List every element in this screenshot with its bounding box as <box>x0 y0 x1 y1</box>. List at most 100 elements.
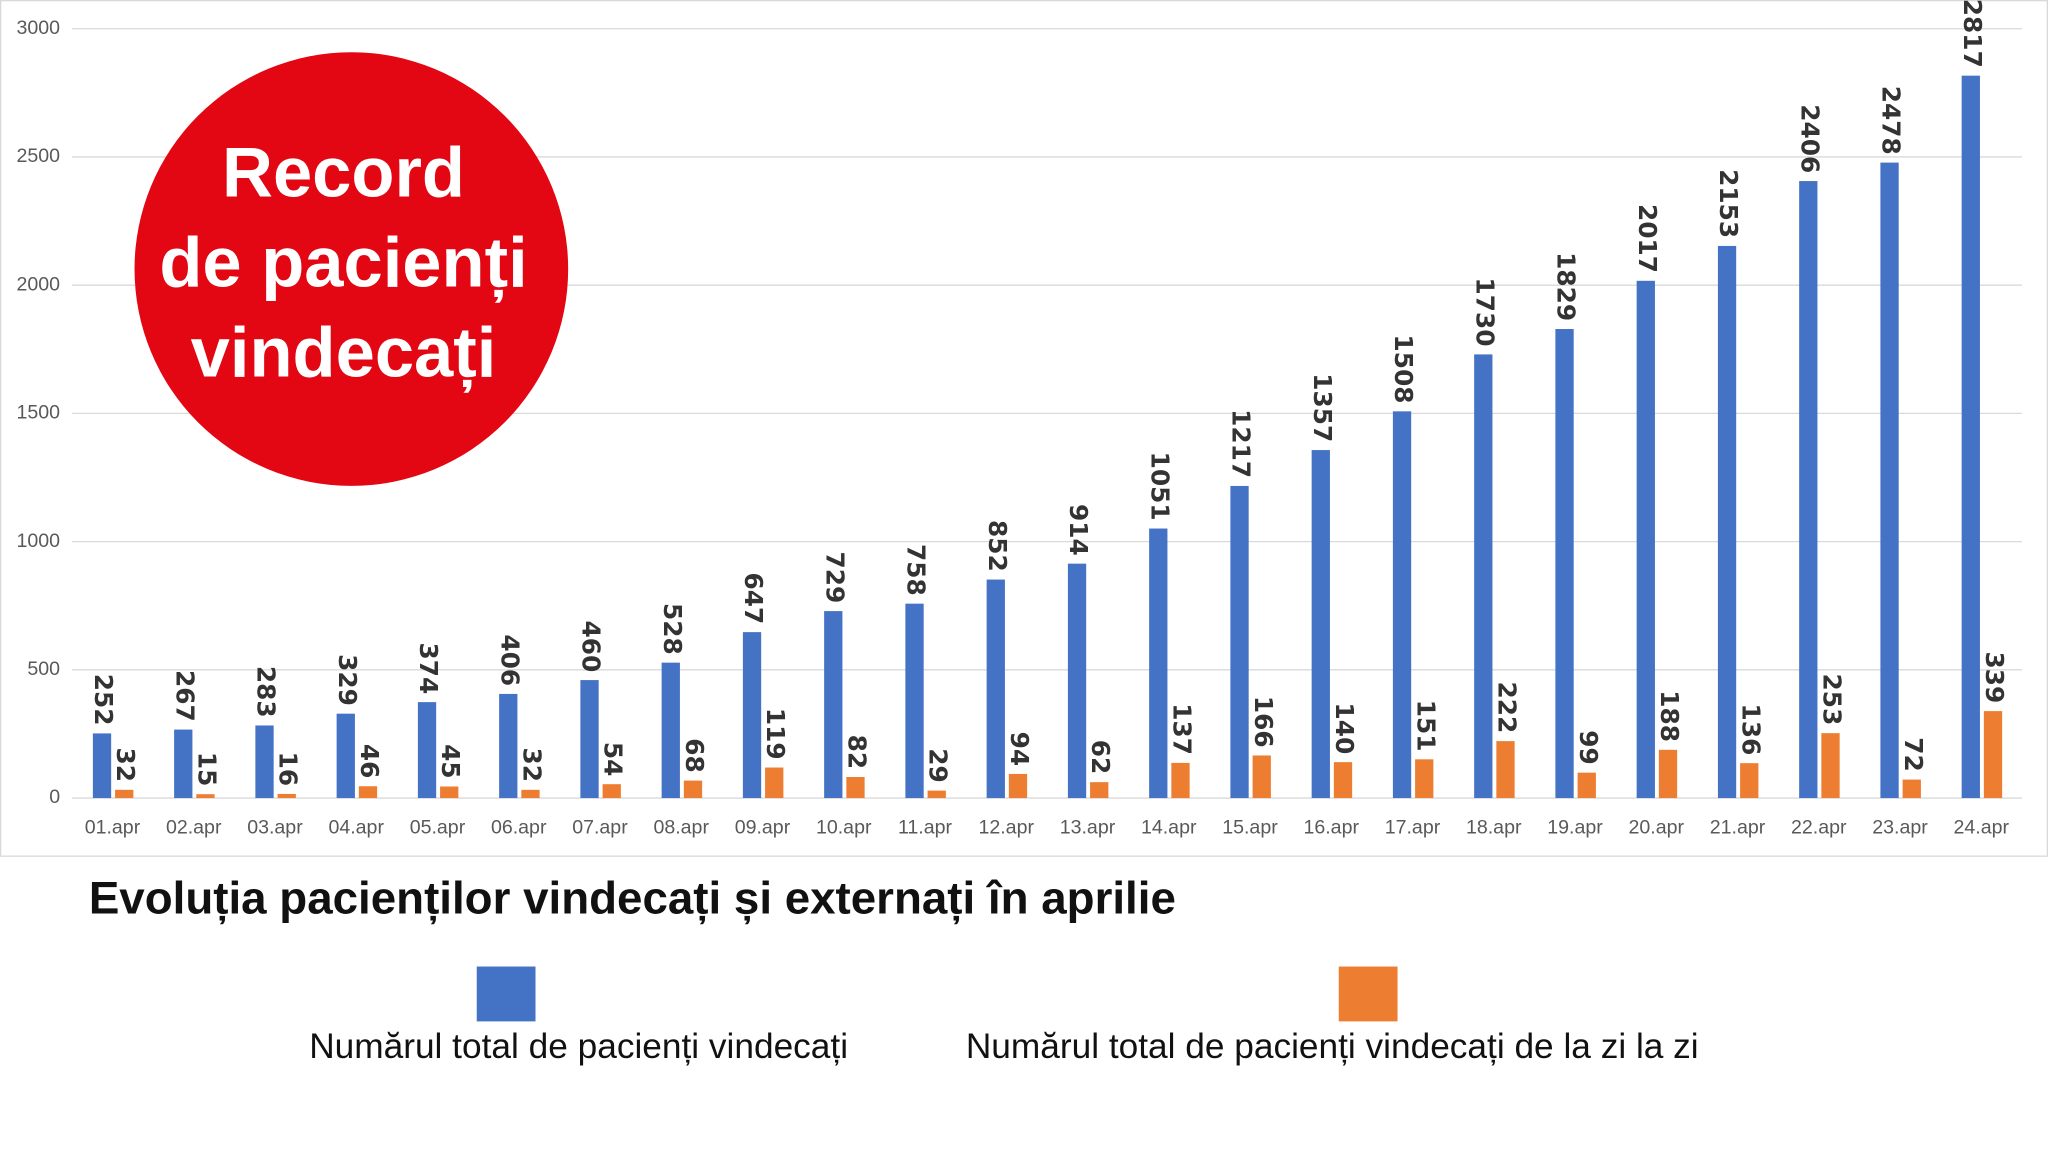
legend-label: Numărul total de pacienți vindecați <box>309 1027 848 1066</box>
bar <box>1333 762 1353 799</box>
bar <box>927 790 946 799</box>
x-tick-label: 01.apr <box>85 816 141 838</box>
data-label: 528 <box>658 603 687 655</box>
data-label: 758 <box>902 544 931 596</box>
x-tick-label: 15.apr <box>1222 816 1278 838</box>
data-label: 2817 <box>1958 0 1987 68</box>
x-tick-label: 06.apr <box>491 816 547 838</box>
data-label: 1217 <box>1227 409 1256 478</box>
bar <box>1252 755 1271 799</box>
data-label: 32 <box>517 747 546 782</box>
bar <box>499 693 518 799</box>
bar <box>1171 762 1190 799</box>
x-tick-label: 22.apr <box>1791 816 1847 838</box>
bar <box>742 632 762 799</box>
data-label: 2406 <box>1795 104 1824 173</box>
data-label: 99 <box>1574 730 1603 765</box>
bar <box>1961 75 1980 799</box>
y-tick-label: 500 <box>27 658 60 680</box>
data-label: 1357 <box>1308 373 1337 442</box>
bar <box>1230 485 1249 799</box>
bar <box>1474 354 1493 799</box>
x-tick-label: 04.apr <box>328 816 384 838</box>
bar <box>1496 741 1515 799</box>
data-label: 68 <box>680 738 709 773</box>
data-label: 16 <box>274 752 303 787</box>
bar <box>1555 329 1574 799</box>
bar <box>905 603 924 799</box>
data-label: 1829 <box>1552 252 1581 321</box>
bar <box>1983 711 2003 799</box>
legend-swatch <box>1338 966 1398 1022</box>
data-label: 914 <box>1064 504 1093 556</box>
data-label: 2017 <box>1633 204 1662 273</box>
bar <box>824 611 843 799</box>
bar <box>1577 772 1596 799</box>
x-tick-label: 08.apr <box>653 816 709 838</box>
bar <box>521 789 540 799</box>
bar <box>765 767 784 799</box>
data-label: 45 <box>436 744 465 779</box>
data-label: 151 <box>1411 700 1440 752</box>
data-label: 252 <box>89 674 118 726</box>
data-label: 852 <box>983 520 1012 572</box>
bar <box>1902 779 1921 799</box>
bar <box>277 793 296 799</box>
x-tick-label: 05.apr <box>410 816 466 838</box>
data-label: 188 <box>1655 690 1684 742</box>
data-label: 137 <box>1167 703 1196 755</box>
y-tick-label: 0 <box>49 786 60 808</box>
data-label: 339 <box>1980 652 2009 704</box>
x-tick-label: 02.apr <box>166 816 222 838</box>
bar <box>1311 450 1330 799</box>
y-tick-label: 1500 <box>17 402 61 424</box>
y-tick-label: 3000 <box>17 17 61 39</box>
bar <box>1636 280 1655 799</box>
data-label: 2153 <box>1714 169 1743 238</box>
data-label: 267 <box>170 670 199 722</box>
x-tick-label: 18.apr <box>1466 816 1522 838</box>
x-tick-label: 10.apr <box>816 816 872 838</box>
badge-text: vindecați <box>191 313 497 393</box>
bar <box>1090 782 1109 799</box>
x-tick-label: 23.apr <box>1872 816 1928 838</box>
data-label: 94 <box>1005 732 1034 767</box>
y-tick-label: 2000 <box>17 273 61 295</box>
data-label: 46 <box>355 744 384 779</box>
data-label: 2478 <box>1877 86 1906 155</box>
x-tick-label: 16.apr <box>1303 816 1359 838</box>
bar <box>580 680 599 799</box>
bar <box>92 733 112 799</box>
data-label: 72 <box>1899 737 1928 772</box>
legend-label: Numărul total de pacienți vindecați de l… <box>966 1027 1699 1066</box>
y-tick-label: 2500 <box>17 145 61 167</box>
bar <box>1740 763 1759 799</box>
bar <box>255 725 274 799</box>
x-tick-label: 13.apr <box>1060 816 1116 838</box>
data-label: 729 <box>820 551 849 603</box>
x-tick-label: 03.apr <box>247 816 303 838</box>
data-label: 1730 <box>1470 278 1499 347</box>
x-tick-label: 07.apr <box>572 816 628 838</box>
data-label: 406 <box>495 634 524 686</box>
data-label: 82 <box>842 735 871 770</box>
bar <box>1149 528 1168 799</box>
data-label: 62 <box>1086 740 1115 775</box>
bar <box>358 786 378 799</box>
data-label: 283 <box>252 666 281 718</box>
chart-title: Evoluția pacienților vindecați și extern… <box>89 872 1176 924</box>
data-label: 32 <box>111 747 140 782</box>
data-label: 647 <box>739 573 768 625</box>
badge-text: Record <box>222 132 465 211</box>
data-label: 166 <box>1249 696 1278 748</box>
bar <box>986 579 1005 799</box>
data-label: 253 <box>1818 674 1847 726</box>
data-label: 374 <box>414 643 443 695</box>
data-label: 54 <box>599 742 628 777</box>
data-label: 140 <box>1330 703 1359 755</box>
bar <box>174 729 193 799</box>
badge-text: de pacienți <box>159 222 527 302</box>
x-tick-label: 19.apr <box>1547 816 1603 838</box>
bar <box>1415 759 1434 799</box>
